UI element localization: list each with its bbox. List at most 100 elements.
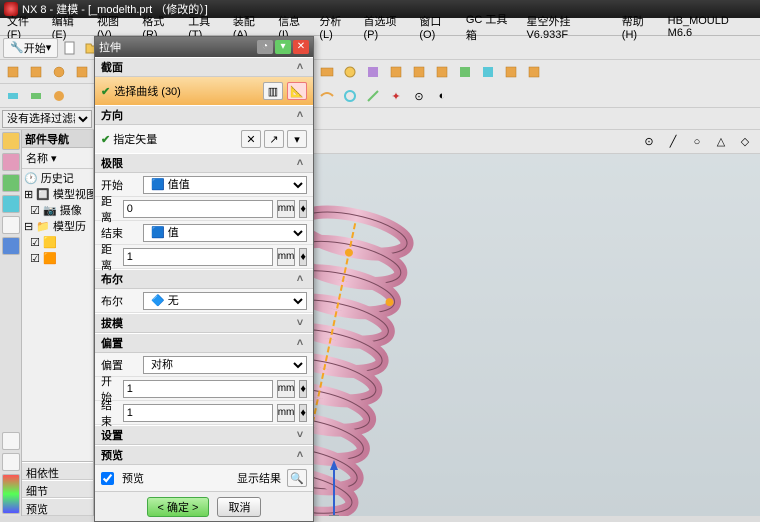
ls-icon-8[interactable] <box>2 453 20 471</box>
menu-edit[interactable]: 编辑(E) <box>47 13 92 41</box>
tr-7[interactable] <box>455 62 475 82</box>
tr2-4[interactable]: ✦ <box>386 86 406 106</box>
spinner-icon[interactable]: ♦ <box>299 200 307 218</box>
bool-select[interactable]: 🔷 无 <box>143 292 307 310</box>
tr2-1[interactable] <box>317 86 337 106</box>
tr-6[interactable] <box>432 62 452 82</box>
vp-snap-2[interactable]: ╱ <box>663 132 683 152</box>
nav-tree[interactable]: 🕐 历史记 ⊞ 🔲 模型视图 ☑ 📷 摄像 ⊟ 📁 模型历 ☑ 🟨 ☑ 🟧 <box>22 169 93 461</box>
tb2-1[interactable] <box>3 62 23 82</box>
left-icon-strip <box>0 130 22 516</box>
tr-10[interactable] <box>524 62 544 82</box>
tab-preview[interactable]: 预览 <box>22 498 93 516</box>
start-row: 开始🟦 值值 <box>95 173 313 197</box>
tr2-6[interactable]: ◐ <box>432 86 452 106</box>
vec-btn-3[interactable]: ▾ <box>287 130 307 148</box>
ok-button[interactable]: < 确定 > <box>147 497 210 517</box>
ls-icon-5[interactable] <box>2 216 20 234</box>
tr-9[interactable] <box>501 62 521 82</box>
dialog-titlebar[interactable]: 拉伸 ◔ ▾ ✕ <box>95 37 313 57</box>
section-draft: 拔模˅ <box>95 313 313 333</box>
start-select[interactable]: 🟦 值值 <box>143 176 307 194</box>
select-curve-row[interactable]: ✔ 选择曲线 (30) ▥ 📐 <box>95 77 313 105</box>
bool-row: 布尔🔷 无 <box>95 289 313 313</box>
tb2-3[interactable] <box>49 62 69 82</box>
tr-3[interactable] <box>363 62 383 82</box>
tr2-2[interactable] <box>340 86 360 106</box>
tr-2[interactable] <box>340 62 360 82</box>
vec-btn-1[interactable]: ✕ <box>241 130 261 148</box>
menu-window[interactable]: 窗口(O) <box>414 13 460 41</box>
sketch-icon[interactable]: ▥ <box>263 82 283 100</box>
vp-snap-1[interactable]: ⊙ <box>639 132 659 152</box>
dlg-close-icon[interactable]: ✕ <box>293 40 309 54</box>
spinner-icon[interactable]: ♦ <box>299 380 307 398</box>
tb3-3[interactable] <box>49 86 69 106</box>
chevron-up-icon[interactable]: ˄ <box>293 272 307 286</box>
tr-5[interactable] <box>409 62 429 82</box>
check-icon: ✔ <box>101 133 110 146</box>
menu-file[interactable]: 文件(F) <box>2 13 47 41</box>
tb2-2[interactable] <box>26 62 46 82</box>
cancel-button[interactable]: 取消 <box>217 497 261 517</box>
tr-8[interactable] <box>478 62 498 82</box>
nav-col-name: 名称 <box>26 153 48 165</box>
tr-4[interactable] <box>386 62 406 82</box>
ls-icon-3[interactable] <box>2 174 20 192</box>
tb3-2[interactable] <box>26 86 46 106</box>
menu-mould[interactable]: HB_MOULD M6.6 <box>663 15 758 39</box>
filter-select[interactable]: 没有选择过滤器 <box>2 110 92 128</box>
menu-bar[interactable]: 文件(F) 编辑(E) 视图(V) 格式(R) 工具(T) 装配(A) 信息(I… <box>0 18 760 36</box>
chevron-up-icon[interactable]: ˄ <box>293 448 307 462</box>
chevron-up-icon[interactable]: ˄ <box>293 156 307 170</box>
chevron-down-icon[interactable]: ˅ <box>293 428 307 442</box>
tb3-1[interactable] <box>3 86 23 106</box>
menu-analysis[interactable]: 分析(L) <box>314 13 358 41</box>
vp-snap-5[interactable]: ◇ <box>735 132 755 152</box>
dist1-input[interactable] <box>123 200 273 218</box>
ls-palette-icon[interactable] <box>2 474 20 514</box>
vp-snap-4[interactable]: △ <box>711 132 731 152</box>
end-select[interactable]: 🟦 值 <box>143 224 307 242</box>
menu-prefs[interactable]: 首选项(P) <box>359 13 415 41</box>
spinner-icon[interactable]: ♦ <box>299 248 307 266</box>
offstart-input[interactable] <box>123 380 273 398</box>
chevron-up-icon[interactable]: ˄ <box>293 60 307 74</box>
end-row: 结束🟦 值 <box>95 221 313 245</box>
preview-checkbox[interactable] <box>101 472 114 485</box>
tr2-5[interactable]: ⊙ <box>409 86 429 106</box>
start-button[interactable]: 🔧 开始 ▾ <box>3 38 58 58</box>
menu-plugin[interactable]: 星空外挂 V6.933F <box>521 13 616 41</box>
section-preview: 预览˄ <box>95 445 313 465</box>
offset-select[interactable]: 对称 <box>143 356 307 374</box>
nav-header: 部件导航 <box>22 130 93 148</box>
dist2-input[interactable] <box>123 248 273 266</box>
new-icon[interactable] <box>60 38 80 58</box>
spinner-icon[interactable]: ♦ <box>299 404 307 422</box>
vec-btn-2[interactable]: ↗ <box>264 130 284 148</box>
tab-deps[interactable]: 相依性 <box>22 462 93 480</box>
show-result-icon[interactable]: 🔍 <box>287 469 307 487</box>
dlg-pin-icon[interactable]: ◔ <box>257 40 273 54</box>
tr2-3[interactable] <box>363 86 383 106</box>
tab-detail[interactable]: 细节 <box>22 480 93 498</box>
chevron-up-icon[interactable]: ˄ <box>293 108 307 122</box>
section-limits: 极限˄ <box>95 153 313 173</box>
ls-icon-7[interactable] <box>2 432 20 450</box>
menu-help[interactable]: 帮助(H) <box>617 13 663 41</box>
chevron-up-icon[interactable]: ˄ <box>293 336 307 350</box>
vp-snap-3[interactable]: ○ <box>687 132 707 152</box>
menu-gc[interactable]: GC 工具箱 <box>461 11 522 43</box>
tr-1[interactable] <box>317 62 337 82</box>
ls-icon-1[interactable] <box>2 132 20 150</box>
tb2-4[interactable] <box>72 62 92 82</box>
vector-row[interactable]: ✔ 指定矢量 ✕ ↗ ▾ <box>95 125 313 153</box>
ls-icon-6[interactable] <box>2 237 20 255</box>
dlg-help-icon[interactable]: ▾ <box>275 40 291 54</box>
ls-icon-4[interactable] <box>2 195 20 213</box>
dist1-row: 距离mm♦ <box>95 197 313 221</box>
curve-pick-icon[interactable]: 📐 <box>287 82 307 100</box>
chevron-down-icon[interactable]: ˅ <box>293 316 307 330</box>
ls-icon-2[interactable] <box>2 153 20 171</box>
offend-input[interactable] <box>123 404 273 422</box>
